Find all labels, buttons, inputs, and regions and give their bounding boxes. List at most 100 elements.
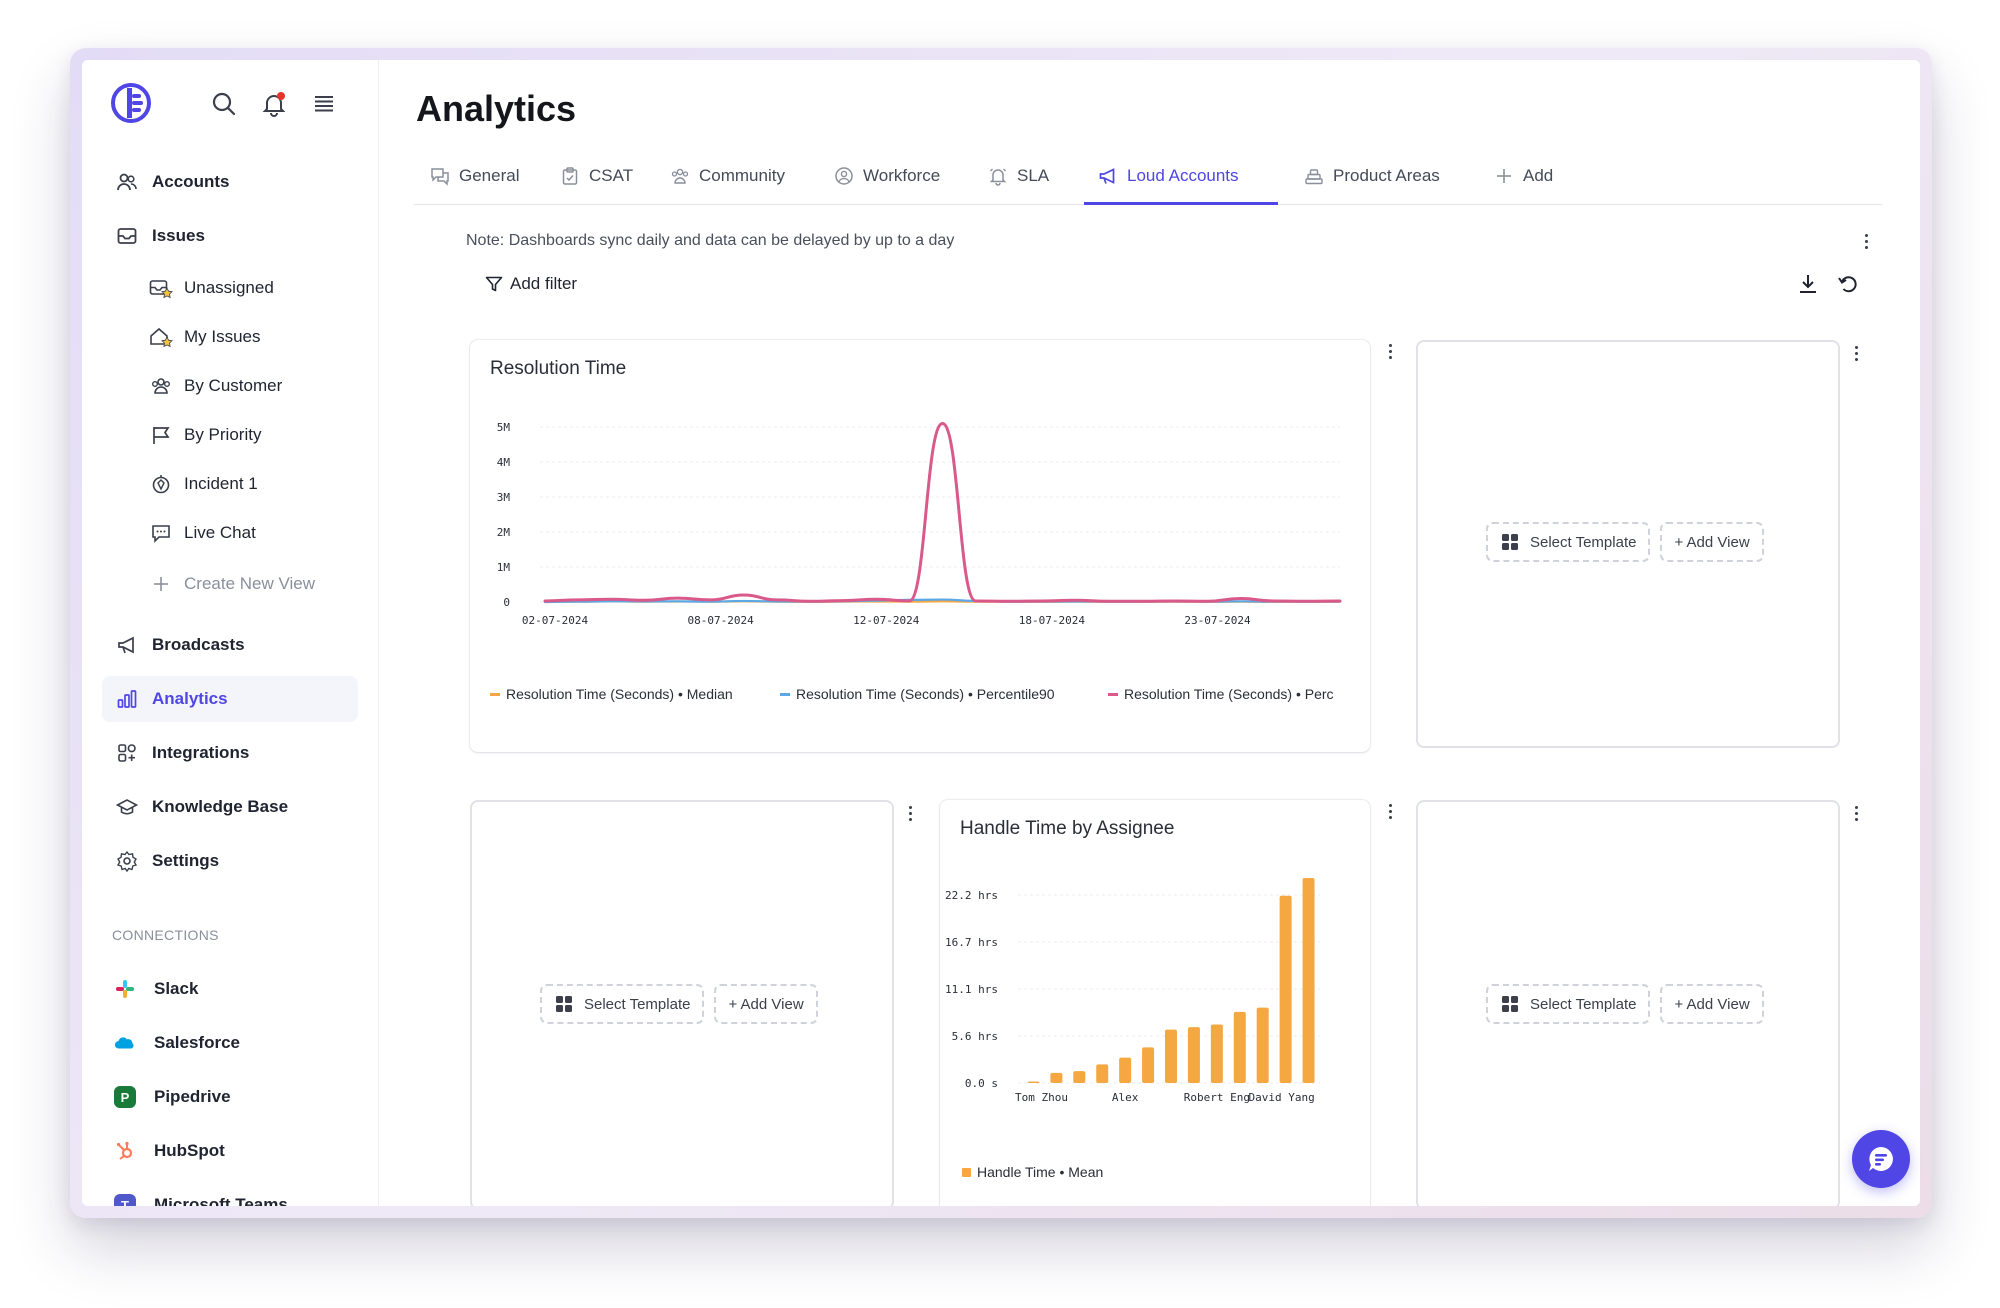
sidebar-subitem-my-issues[interactable]: My Issues: [136, 318, 356, 356]
x-tick-label: 23-07-2024: [1184, 614, 1251, 627]
sidebar-item-broadcasts[interactable]: Broadcasts: [102, 622, 358, 668]
sidebar-subitem-incident[interactable]: Incident 1: [136, 465, 356, 503]
sidebar-subitem-label: Unassigned: [184, 278, 274, 297]
sidebar-item-issues[interactable]: Issues: [102, 213, 358, 259]
bell-icon: [988, 166, 1008, 186]
legend-item-handle-time[interactable]: Handle Time • Mean: [962, 1164, 1103, 1180]
handle-time-card: Handle Time by Assignee 0.0 s 5.6 hrs 11.1…: [940, 800, 1370, 1206]
bell-icon[interactable]: [260, 90, 288, 118]
bar: [1142, 1047, 1155, 1083]
sidebar-item-accounts[interactable]: Accounts: [102, 159, 358, 205]
bar: [1027, 1081, 1040, 1083]
y-tick-label: 3M: [497, 491, 511, 504]
megaphone-icon: [114, 632, 140, 658]
y-tick-label: 16.7 hrs: [945, 936, 998, 949]
y-tick-label: 11.1 hrs: [945, 983, 998, 996]
sidebar-item-analytics[interactable]: Analytics: [102, 676, 358, 722]
tab-loud-accounts[interactable]: Loud Accounts: [1098, 148, 1239, 204]
tab-csat[interactable]: CSAT: [560, 148, 633, 204]
tab-add[interactable]: Add: [1494, 148, 1553, 204]
chat-icon: [148, 520, 174, 546]
legend-item-percentile90[interactable]: Resolution Time (Seconds) • Percentile90: [780, 686, 1055, 702]
sidebar-subitem-label: By Priority: [184, 425, 262, 444]
connection-hubspot[interactable]: HubSpot: [102, 1128, 358, 1174]
teams-logo-icon: T: [114, 1194, 136, 1206]
slack-logo-icon: [114, 978, 136, 1000]
sidebar-subitem-unassigned[interactable]: Unassigned: [136, 269, 356, 307]
sync-note: Note: Dashboards sync daily and data can…: [466, 232, 955, 249]
card-more-icon[interactable]: [1382, 342, 1398, 362]
sidebar-subitem-label: Live Chat: [184, 523, 256, 542]
create-new-view-button[interactable]: Create New View: [136, 565, 356, 603]
bar: [1096, 1064, 1109, 1083]
legend-item-median[interactable]: Resolution Time (Seconds) • Median: [490, 686, 733, 702]
sidebar-subitem-label: By Customer: [184, 376, 283, 395]
sidebar-item-label: Settings: [152, 851, 220, 870]
connection-salesforce[interactable]: Salesforce: [102, 1020, 358, 1066]
resolution-time-card: Resolution Time 0 1M 2M 3M 4M 5M 02-07-2024 08-…: [470, 340, 1370, 752]
menu-icon[interactable]: [310, 90, 338, 118]
handle-time-chart[interactable]: 0.0 s 5.6 hrs 11.1 hrs 16.7 hrs 22.2 hrs Tom …: [940, 858, 1370, 1158]
add-view-button[interactable]: + Add View: [714, 984, 818, 1024]
tab-label: Product Areas: [1333, 166, 1440, 185]
card-more-icon[interactable]: [1848, 804, 1864, 824]
x-tick-label: 12-07-2024: [853, 614, 920, 627]
x-tick-label: 02-07-2024: [522, 614, 589, 627]
y-tick-label: 0: [503, 596, 510, 609]
empty-card-actions: Select Template + Add View: [540, 984, 818, 1024]
users-icon: [114, 169, 140, 195]
bar: [1165, 1029, 1177, 1083]
user-circle-icon: [834, 166, 854, 186]
connection-label: Microsoft Teams: [154, 1195, 288, 1206]
tab-product-areas[interactable]: Product Areas: [1304, 148, 1440, 204]
select-template-button[interactable]: Select Template: [1486, 522, 1651, 562]
add-filter-button[interactable]: Add filter: [484, 270, 577, 298]
sidebar-subitem-live-chat[interactable]: Live Chat: [136, 514, 356, 552]
select-template-button[interactable]: Select Template: [1486, 984, 1651, 1024]
sidebar-subitem-label: Create New View: [184, 574, 316, 593]
salesforce-logo-icon: [114, 1032, 136, 1054]
bar: [1279, 895, 1292, 1083]
tab-label: Add: [1523, 166, 1554, 185]
add-view-button[interactable]: + Add View: [1660, 984, 1764, 1024]
tab-community[interactable]: Community: [670, 148, 785, 204]
chat-launcher-button[interactable]: [1852, 1130, 1910, 1188]
refresh-icon[interactable]: [1836, 272, 1860, 296]
x-tick-label: David Yang: [1248, 1091, 1314, 1104]
connection-microsoft-teams[interactable]: T Microsoft Teams: [102, 1182, 358, 1206]
sidebar-item-settings[interactable]: Settings: [102, 838, 358, 884]
sidebar-subitem-by-priority[interactable]: By Priority: [136, 416, 356, 454]
card-more-icon[interactable]: [1848, 344, 1864, 364]
page-more-icon[interactable]: [1858, 232, 1874, 252]
select-template-button[interactable]: Select Template: [540, 984, 705, 1024]
sidebar-item-knowledge-base[interactable]: Knowledge Base: [102, 784, 358, 830]
connection-pipedrive[interactable]: P Pipedrive: [102, 1074, 358, 1120]
card-more-icon[interactable]: [1382, 802, 1398, 822]
connection-label: Pipedrive: [154, 1087, 231, 1106]
button-label: + Add View: [728, 995, 804, 1013]
search-icon[interactable]: [210, 90, 238, 118]
sidebar-item-integrations[interactable]: Integrations: [102, 730, 358, 776]
bar: [1073, 1071, 1086, 1083]
tab-sla[interactable]: SLA: [988, 148, 1049, 204]
tab-general[interactable]: General: [430, 148, 519, 204]
home-star-icon: [148, 324, 174, 350]
connection-slack[interactable]: Slack: [102, 966, 358, 1012]
card-more-icon[interactable]: [902, 804, 918, 824]
legend-item-percentile-other[interactable]: Resolution Time (Seconds) • Perc: [1108, 686, 1334, 702]
empty-view-card: Select Template + Add View: [1416, 800, 1840, 1206]
app-logo[interactable]: [110, 82, 152, 124]
x-tick-label: 18-07-2024: [1019, 614, 1086, 627]
megaphone-icon: [1098, 166, 1118, 186]
resolution-time-chart[interactable]: 0 1M 2M 3M 4M 5M 02-07-2024 08-07-2024 12-07-202…: [470, 390, 1370, 710]
sidebar-subitem-by-customer[interactable]: By Customer: [136, 367, 356, 405]
tab-workforce[interactable]: Workforce: [834, 148, 940, 204]
add-view-button[interactable]: + Add View: [1660, 522, 1764, 562]
sidebar-subitem-label: My Issues: [184, 327, 261, 346]
x-tick-label: Robert Eng: [1184, 1091, 1250, 1104]
hubspot-logo-icon: [114, 1140, 136, 1162]
chat-bubble-icon: [1869, 1147, 1893, 1171]
x-tick-label: Alex: [1112, 1091, 1139, 1104]
chat-bubbles-icon: [430, 166, 450, 186]
download-icon[interactable]: [1796, 272, 1820, 296]
